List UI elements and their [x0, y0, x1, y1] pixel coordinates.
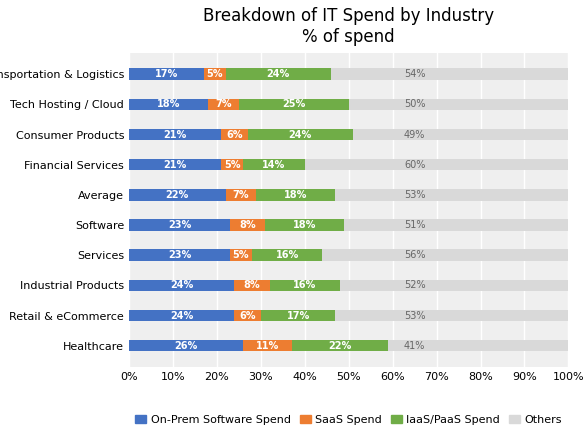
- Bar: [129, 219, 265, 231]
- Bar: [129, 129, 247, 140]
- Bar: [129, 99, 568, 110]
- Bar: [129, 249, 230, 261]
- Bar: [129, 249, 252, 261]
- Bar: [129, 340, 389, 351]
- Text: 49%: 49%: [404, 130, 425, 140]
- Text: 24%: 24%: [170, 311, 193, 320]
- Bar: [129, 280, 234, 291]
- Text: 23%: 23%: [168, 250, 191, 260]
- Text: 24%: 24%: [289, 130, 312, 140]
- Bar: [129, 280, 568, 291]
- Bar: [129, 159, 305, 171]
- Text: 17%: 17%: [287, 311, 310, 320]
- Bar: [129, 129, 222, 140]
- Text: 7%: 7%: [215, 99, 231, 109]
- Bar: [129, 159, 222, 171]
- Bar: [129, 189, 335, 201]
- Text: 16%: 16%: [293, 280, 316, 290]
- Bar: [129, 340, 291, 351]
- Text: 23%: 23%: [168, 220, 191, 230]
- Text: 17%: 17%: [155, 69, 178, 79]
- Text: 7%: 7%: [233, 190, 249, 200]
- Text: 24%: 24%: [170, 280, 193, 290]
- Bar: [129, 129, 568, 140]
- Text: 16%: 16%: [275, 250, 299, 260]
- Bar: [129, 159, 568, 171]
- Legend: On-Prem Software Spend, SaaS Spend, IaaS/PaaS Spend, Others: On-Prem Software Spend, SaaS Spend, IaaS…: [131, 410, 567, 429]
- Bar: [129, 249, 568, 261]
- Text: 22%: 22%: [166, 190, 189, 200]
- Text: 21%: 21%: [163, 130, 187, 140]
- Text: 11%: 11%: [255, 341, 279, 351]
- Bar: [129, 159, 243, 171]
- Text: 6%: 6%: [226, 130, 243, 140]
- Text: 26%: 26%: [175, 341, 197, 351]
- Text: 22%: 22%: [328, 341, 352, 351]
- Text: 14%: 14%: [263, 160, 285, 170]
- Title: Breakdown of IT Spend by Industry
% of spend: Breakdown of IT Spend by Industry % of s…: [203, 7, 494, 46]
- Bar: [129, 310, 234, 321]
- Bar: [129, 310, 335, 321]
- Bar: [129, 310, 261, 321]
- Text: 18%: 18%: [284, 190, 308, 200]
- Bar: [129, 340, 243, 351]
- Bar: [129, 189, 568, 201]
- Bar: [129, 219, 345, 231]
- Bar: [129, 99, 208, 110]
- Bar: [129, 69, 568, 80]
- Bar: [129, 280, 340, 291]
- Bar: [129, 249, 322, 261]
- Bar: [129, 69, 226, 80]
- Text: 24%: 24%: [267, 69, 290, 79]
- Text: 8%: 8%: [239, 220, 256, 230]
- Text: 25%: 25%: [282, 99, 305, 109]
- Bar: [129, 189, 226, 201]
- Text: 41%: 41%: [404, 341, 425, 351]
- Bar: [129, 99, 239, 110]
- Text: 53%: 53%: [404, 190, 425, 200]
- Bar: [129, 129, 353, 140]
- Text: 60%: 60%: [404, 160, 425, 170]
- Text: 6%: 6%: [239, 311, 256, 320]
- Text: 18%: 18%: [293, 220, 316, 230]
- Text: 54%: 54%: [404, 69, 425, 79]
- Bar: [129, 340, 568, 351]
- Bar: [129, 69, 331, 80]
- Text: 52%: 52%: [404, 280, 425, 290]
- Text: 5%: 5%: [224, 160, 240, 170]
- Bar: [129, 99, 349, 110]
- Text: 51%: 51%: [404, 220, 425, 230]
- Bar: [129, 189, 257, 201]
- Text: 56%: 56%: [404, 250, 425, 260]
- Text: 50%: 50%: [404, 99, 425, 109]
- Text: 5%: 5%: [206, 69, 223, 79]
- Text: 18%: 18%: [157, 99, 180, 109]
- Text: 21%: 21%: [163, 160, 187, 170]
- Bar: [129, 69, 204, 80]
- Text: 5%: 5%: [233, 250, 249, 260]
- Bar: [129, 219, 568, 231]
- Text: 8%: 8%: [244, 280, 260, 290]
- Bar: [129, 219, 230, 231]
- Text: 53%: 53%: [404, 311, 425, 320]
- Bar: [129, 280, 270, 291]
- Bar: [129, 310, 568, 321]
